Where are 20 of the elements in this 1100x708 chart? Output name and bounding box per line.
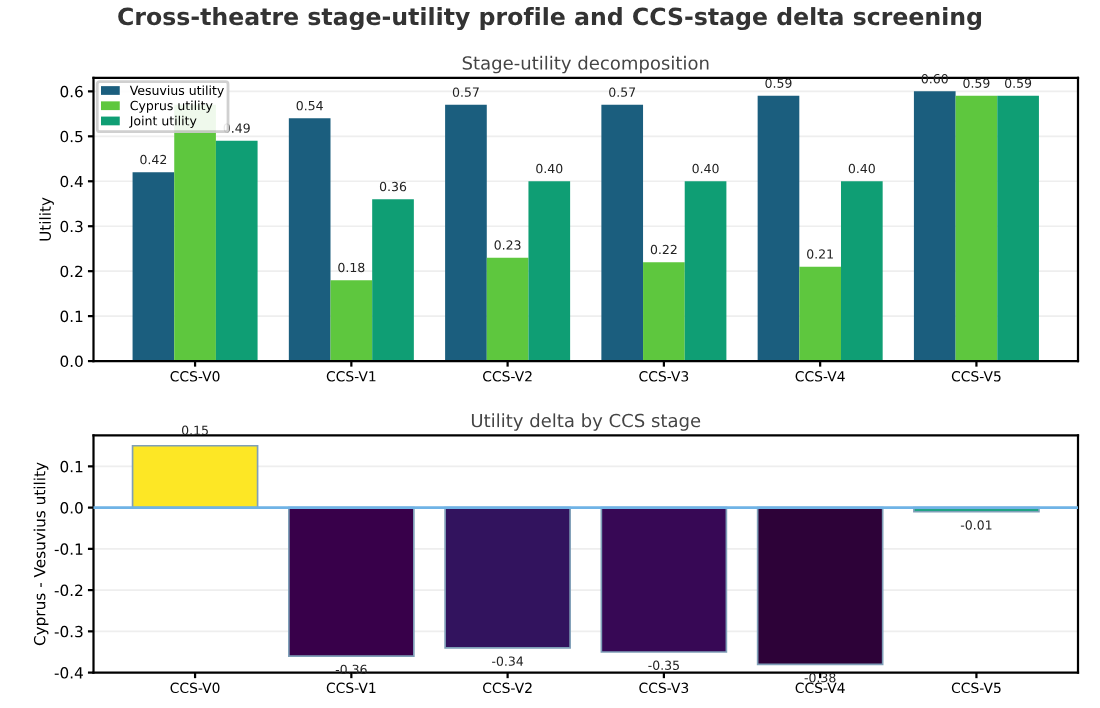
bar xyxy=(288,118,331,362)
bar xyxy=(799,266,841,362)
bar xyxy=(913,91,956,362)
bar xyxy=(215,140,258,362)
bar xyxy=(684,181,727,362)
bar xyxy=(330,280,373,362)
bar xyxy=(445,104,487,362)
bar xyxy=(757,95,800,362)
chart-title: Cross-theatre stage-utility profile and CCS-stage delta screening xyxy=(118,7,982,31)
chart-title: Utility delta by CCS stage xyxy=(471,413,701,431)
bar xyxy=(372,199,414,362)
bar xyxy=(601,104,644,362)
bar xyxy=(955,95,998,362)
bar xyxy=(528,181,571,362)
bar xyxy=(486,257,529,362)
bar xyxy=(840,181,883,362)
bar xyxy=(997,95,1039,362)
chart-subtitle: Stage-utility decomposition xyxy=(462,55,709,74)
bar xyxy=(643,262,685,362)
bar xyxy=(132,172,175,362)
